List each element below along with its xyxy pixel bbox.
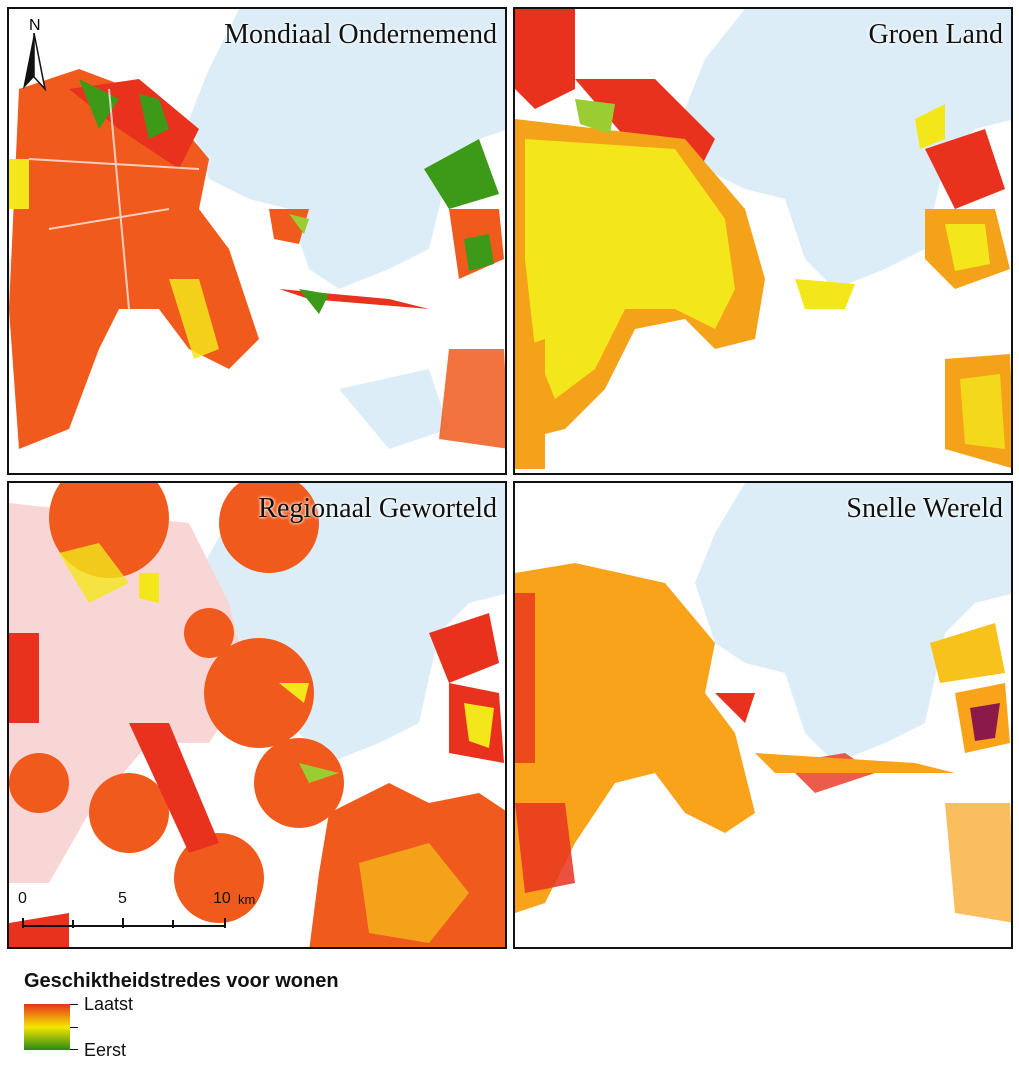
scale-label-5: 5 — [118, 890, 127, 907]
map-panel-mondiaal-ondernemend: Mondiaal Ondernemend N — [7, 7, 507, 475]
legend-label-high: Laatst — [84, 994, 134, 1014]
scale-bar: 0 5 10 km — [13, 888, 256, 938]
legend-color-ramp — [24, 1004, 70, 1050]
scale-bar-graphic — [22, 918, 226, 928]
scale-unit: km — [238, 892, 256, 907]
map-panel-groen-land: Groen Land — [513, 7, 1013, 475]
map-panel-regionaal-geworteld: Regionaal Geworteld 0 5 10 km — [7, 481, 507, 949]
legend-tick-mid — [70, 1027, 78, 1028]
panel-title: Groen Land — [868, 19, 1003, 50]
legend-tick-top — [70, 1004, 78, 1005]
map-snelle-wereld — [515, 483, 1011, 947]
north-arrow-icon — [23, 33, 47, 92]
panel-title: Snelle Wereld — [846, 493, 1003, 524]
scale-label-0: 0 — [18, 890, 27, 907]
legend-tick-bottom — [70, 1049, 78, 1050]
north-arrow: N — [19, 17, 49, 92]
north-label: N — [29, 17, 41, 34]
panel-title: Regionaal Geworteld — [258, 493, 497, 524]
scale-label-10: 10 — [213, 890, 231, 907]
map-groen-land — [515, 9, 1011, 473]
map-panel-snelle-wereld: Snelle Wereld — [513, 481, 1013, 949]
map-mondiaal — [9, 9, 505, 473]
panel-title: Mondiaal Ondernemend — [224, 19, 497, 50]
legend-title: Geschiktheidstredes voor wonen — [24, 970, 339, 992]
legend-label-low: Eerst — [84, 1040, 127, 1060]
map-regionaal-geworteld — [9, 483, 505, 947]
